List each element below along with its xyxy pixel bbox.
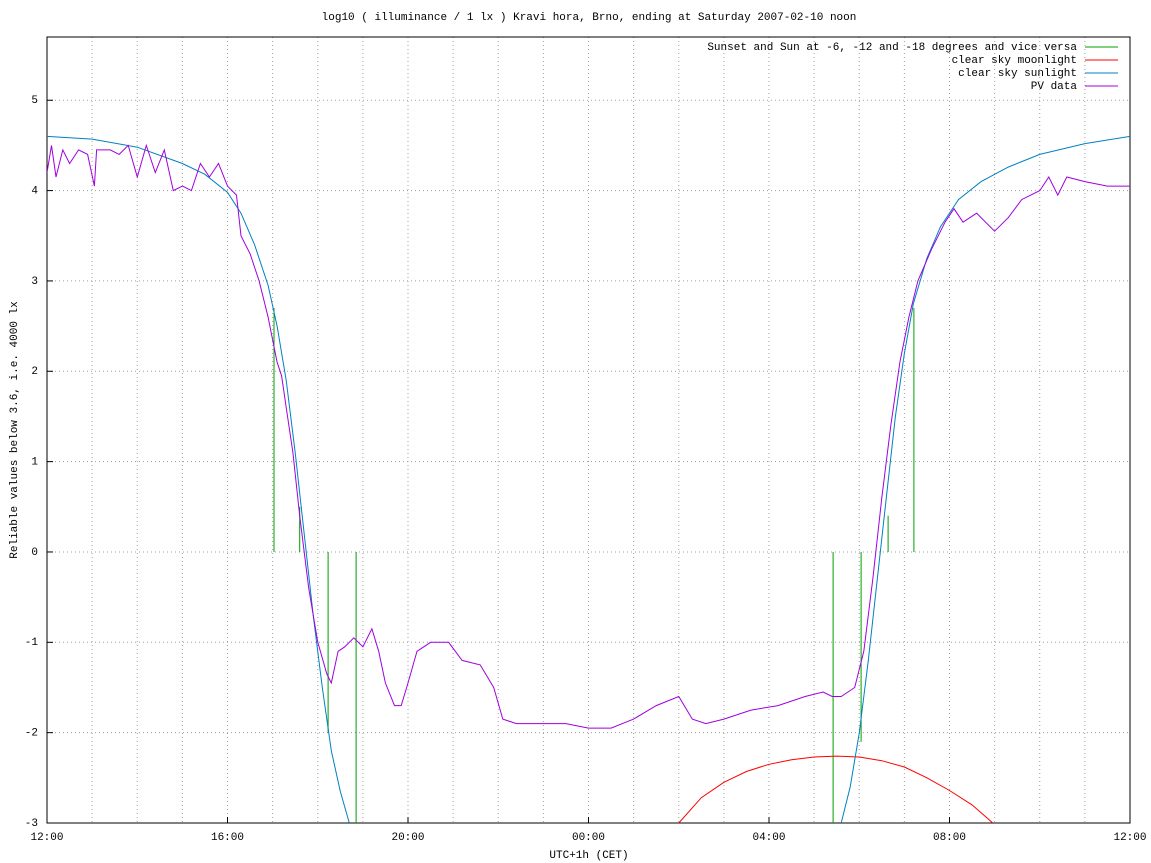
y-tick-label: -3 (25, 818, 38, 830)
y-tick-label: -1 (25, 637, 39, 649)
y-tick-label: 4 (31, 185, 38, 197)
legend-label: Sunset and Sun at -6, -12 and -18 degree… (707, 42, 1077, 54)
plot-border (46, 36, 1131, 824)
x-tick-label: 20:00 (391, 832, 424, 844)
y-tick-label: 2 (31, 366, 38, 378)
x-tick-label: 12:00 (30, 832, 63, 844)
y-axis-label: Reliable values below 3.6, i.e. 4000 lx (9, 301, 21, 559)
y-tick-label: 3 (31, 276, 38, 288)
x-tick-label: 12:00 (1113, 832, 1146, 844)
y-tick-label: 1 (31, 457, 38, 469)
y-tick-label: -2 (25, 728, 38, 740)
x-tick-label: 08:00 (933, 832, 966, 844)
x-tick-label: 16:00 (211, 832, 244, 844)
legend-label: clear sky sunlight (958, 68, 1077, 80)
y-tick-label: 0 (31, 547, 38, 559)
chart-title: log10 ( illuminance / 1 lx ) Kravi hora,… (322, 12, 857, 24)
series-line (273, 308, 915, 823)
x-axis-label: UTC+1h (CET) (549, 850, 628, 862)
legend-label: PV data (1031, 81, 1078, 93)
series-line (47, 143, 1130, 729)
x-tick-label: 04:00 (752, 832, 785, 844)
legend-label: clear sky moonlight (952, 55, 1077, 67)
series-line (678, 755, 994, 823)
y-tick-label: 5 (31, 95, 38, 107)
series-line (47, 135, 1130, 823)
x-tick-label: 00:00 (572, 832, 605, 844)
